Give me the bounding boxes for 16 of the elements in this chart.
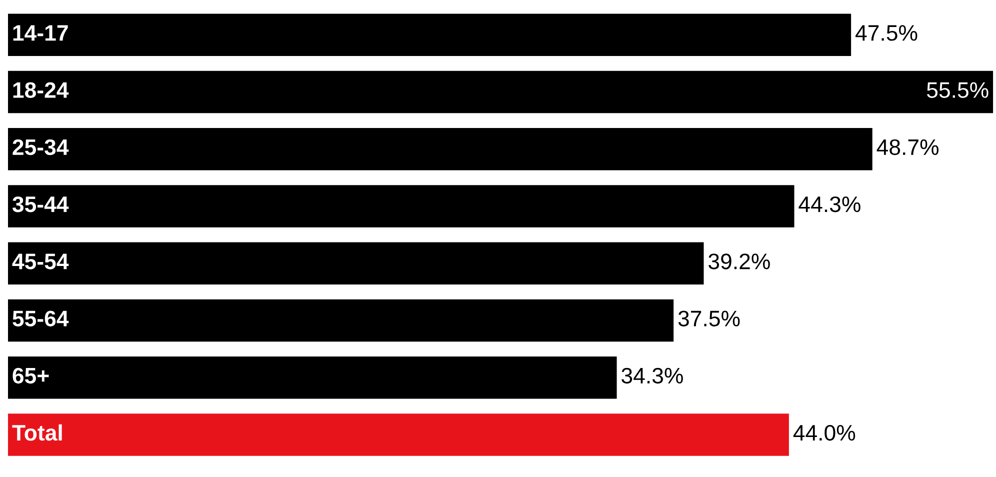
y-tick-label: 65+ (12, 368, 49, 384)
y-tick-label: 18-24 (13, 82, 69, 98)
data-label: 34.3% (622, 368, 683, 384)
data-label: 44.3% (798, 196, 860, 212)
y-tick-label: Total (12, 424, 62, 441)
y-tick-label: 14-17 (13, 25, 68, 41)
y-tick-label: 35-44 (12, 196, 69, 212)
y-tick-label: 55-64 (12, 310, 69, 326)
y-tick-label: 25-34 (12, 139, 69, 156)
data-label: 47.5% (856, 25, 918, 41)
data-label: 37.5% (678, 310, 740, 326)
data-label: 55.5% (926, 82, 988, 98)
data-label: 44.0% (793, 424, 856, 441)
y-tick-label: 45-54 (12, 254, 69, 270)
data-label: 48.7% (876, 139, 939, 156)
data-label: 39.2% (708, 254, 770, 270)
